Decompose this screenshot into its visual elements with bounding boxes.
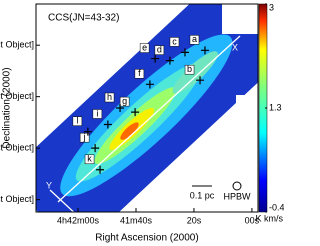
- position-label: k: [87, 154, 92, 164]
- position-label: i: [96, 108, 98, 118]
- position-cross: [165, 56, 174, 65]
- x-tick-label: 41m40s: [120, 215, 153, 225]
- position-cross: [103, 120, 112, 129]
- position-label: h: [107, 92, 112, 102]
- colorbar-tick-label: 1.3: [269, 102, 282, 112]
- colorbar-tick-label: 3: [269, 2, 274, 12]
- position-cross: [83, 127, 92, 136]
- axis-y-annotation: Y: [46, 180, 52, 190]
- position-label-box: [154, 45, 165, 55]
- position-cross: [151, 54, 160, 63]
- x-axis-label: Right Ascension (2000): [95, 233, 198, 244]
- position-label-box: [119, 96, 130, 107]
- x-tick-label: 4h42m00s: [57, 215, 100, 225]
- position-label-box: [184, 64, 195, 75]
- position-cross: [145, 80, 154, 89]
- position-label-box: [104, 92, 115, 103]
- position-label-box: [92, 109, 103, 119]
- position-label: f: [138, 68, 141, 78]
- position-label-box: [134, 69, 145, 79]
- scale-bar-label: 0.1 pc: [190, 190, 215, 200]
- position-label-box: [72, 116, 83, 126]
- position-label: a: [192, 34, 197, 44]
- x-tick-label: 20s: [187, 215, 202, 225]
- position-label-box: [139, 43, 150, 53]
- chart: CCS(JN=43-32) Right Ascension (2000) Dec…: [0, 2, 284, 244]
- position-label: e: [142, 42, 147, 52]
- position-label: g: [122, 96, 127, 106]
- y-tick-label: [object Object]: [0, 143, 34, 153]
- position-cross: [200, 46, 209, 55]
- emission-map: [36, 4, 258, 212]
- position-label: l: [76, 116, 78, 126]
- position-label: c: [172, 36, 177, 46]
- position-label-box: [84, 154, 95, 165]
- position-cross: [116, 104, 125, 112]
- position-label: b: [187, 64, 192, 74]
- axis-x-annotation: X: [232, 42, 238, 52]
- plot-frame: [35, 3, 259, 213]
- position-cross: [91, 144, 100, 153]
- y-axis-label: Declination (2000): [2, 67, 13, 148]
- colorbar-unit: K km/s: [255, 213, 283, 223]
- position-cross: [96, 165, 105, 174]
- y-tick-label: [object Object]: [0, 194, 34, 204]
- position-label-box: [79, 132, 90, 143]
- position-cross: [180, 48, 189, 57]
- chart-title: CCS(JN=43-32): [48, 13, 119, 24]
- x-tick-label: 00s: [245, 215, 260, 225]
- position-label: j: [83, 132, 86, 142]
- y-tick-label: [object Object]: [0, 40, 34, 50]
- beam-label: HPBW: [224, 191, 252, 201]
- position-cross: [131, 108, 140, 117]
- colorbar-tick-label: -0.4: [269, 202, 284, 212]
- position-label-box: [189, 35, 200, 45]
- position-label: d: [157, 45, 162, 55]
- y-tick-label: [object Object]: [0, 91, 34, 101]
- position-label-box: [169, 37, 180, 47]
- position-cross: [196, 76, 205, 85]
